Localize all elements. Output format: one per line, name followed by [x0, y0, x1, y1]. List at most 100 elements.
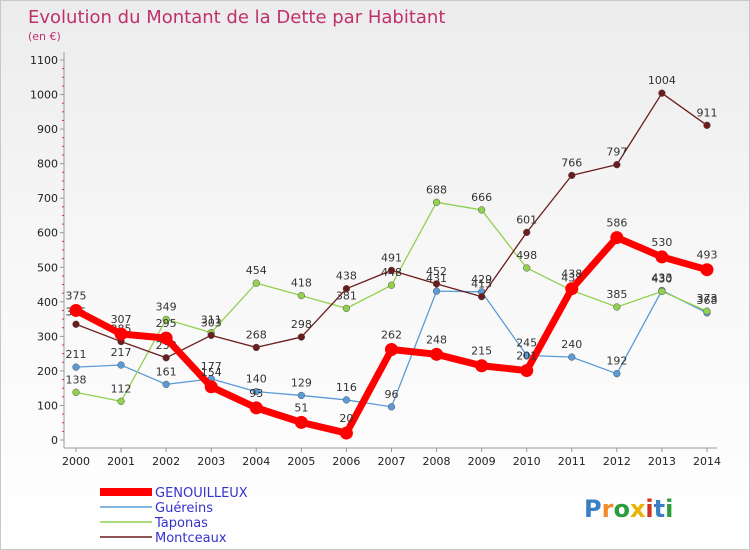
data-label: 385 [606, 288, 627, 301]
data-point [703, 307, 711, 315]
data-point [568, 353, 576, 361]
x-tick-label: 2005 [287, 455, 315, 468]
data-point [387, 403, 396, 411]
data-label: 530 [651, 236, 672, 249]
data-label: 248 [426, 333, 447, 346]
y-tick-label: 1100 [30, 54, 58, 67]
data-label: 51 [294, 401, 308, 414]
data-label: 303 [201, 316, 222, 329]
y-tick-label: 600 [37, 227, 58, 240]
data-point [568, 171, 576, 180]
data-label: 192 [606, 355, 627, 368]
x-tick-label: 2009 [468, 455, 496, 468]
x-tick-label: 2008 [423, 455, 451, 468]
y-tick-label: 900 [37, 123, 58, 136]
data-point [162, 380, 170, 389]
data-point [523, 228, 531, 237]
data-label: 452 [426, 265, 447, 278]
data-point [700, 263, 714, 277]
data-point [432, 198, 441, 206]
data-label: 295 [156, 317, 177, 330]
data-point [432, 287, 441, 295]
x-tick-label: 2010 [513, 455, 541, 468]
data-label: 93 [249, 387, 263, 400]
data-label: 161 [156, 365, 177, 378]
proxiti-logo: Proxiti [584, 495, 673, 523]
data-point [207, 331, 215, 339]
data-point [387, 266, 396, 275]
data-point [387, 281, 396, 289]
data-label: 268 [246, 328, 267, 341]
data-label: 911 [696, 106, 717, 119]
chart-title: Evolution du Montant de la Dette par Hab… [28, 7, 445, 28]
data-point [475, 359, 489, 373]
data-label: 116 [336, 381, 357, 394]
data-point [520, 364, 534, 378]
data-label: 415 [471, 278, 492, 291]
data-label: 96 [384, 388, 398, 401]
data-label: 797 [606, 146, 627, 159]
data-label: 112 [111, 382, 132, 395]
proxiti-logo-letter: r [602, 495, 614, 523]
data-point [565, 282, 579, 296]
data-label: 438 [336, 270, 357, 283]
x-tick-label: 2003 [197, 455, 225, 468]
data-point [477, 206, 486, 214]
legend-label: Taponas [154, 516, 208, 531]
data-point [477, 292, 486, 301]
proxiti-logo-letter: i [645, 495, 653, 523]
data-point [384, 342, 398, 356]
y-tick-label: 1000 [30, 89, 58, 102]
data-point [339, 426, 353, 440]
data-point [252, 387, 260, 396]
data-label: 217 [111, 346, 132, 359]
proxiti-logo-letter: o [613, 495, 630, 523]
data-label: 418 [291, 277, 312, 290]
data-point [297, 333, 306, 341]
proxiti-logo-text: Proxiti [584, 495, 673, 523]
data-label: 381 [336, 289, 357, 302]
data-label: 433 [651, 271, 672, 284]
proxiti-logo-letter: x [630, 495, 646, 523]
y-tick-label: 700 [37, 192, 58, 205]
x-tick-label: 2007 [377, 455, 405, 468]
data-point [610, 231, 624, 245]
data-label: 245 [516, 336, 537, 349]
data-label: 240 [561, 338, 582, 351]
x-tick-label: 2013 [648, 455, 676, 468]
x-tick-label: 2000 [62, 455, 90, 468]
data-point [432, 280, 441, 288]
data-point [703, 121, 711, 129]
data-label: 138 [66, 373, 87, 386]
data-label: 1004 [648, 74, 676, 87]
data-point [114, 327, 128, 341]
data-point [523, 351, 531, 360]
y-tick-label: 200 [37, 365, 58, 378]
data-point [72, 363, 80, 371]
data-point [162, 315, 170, 324]
data-label: 349 [156, 300, 177, 313]
data-point [342, 304, 351, 313]
data-label: 140 [246, 373, 267, 386]
legend-label: GENOUILLEUX [155, 486, 248, 501]
x-tick-label: 2004 [242, 455, 270, 468]
x-tick-label: 2012 [603, 455, 631, 468]
data-label: 154 [201, 366, 222, 379]
x-tick-label: 2001 [107, 455, 135, 468]
data-point [117, 361, 125, 369]
data-label: 211 [66, 348, 87, 361]
data-point [613, 303, 621, 311]
data-point [430, 347, 444, 361]
data-label: 215 [471, 345, 492, 358]
data-label: 498 [516, 249, 537, 262]
x-tick-label: 2014 [693, 455, 721, 468]
data-point [658, 287, 666, 296]
data-label: 262 [381, 328, 402, 341]
data-label: 493 [696, 249, 717, 262]
data-label: 368 [696, 294, 717, 307]
data-label: 311 [201, 314, 222, 327]
